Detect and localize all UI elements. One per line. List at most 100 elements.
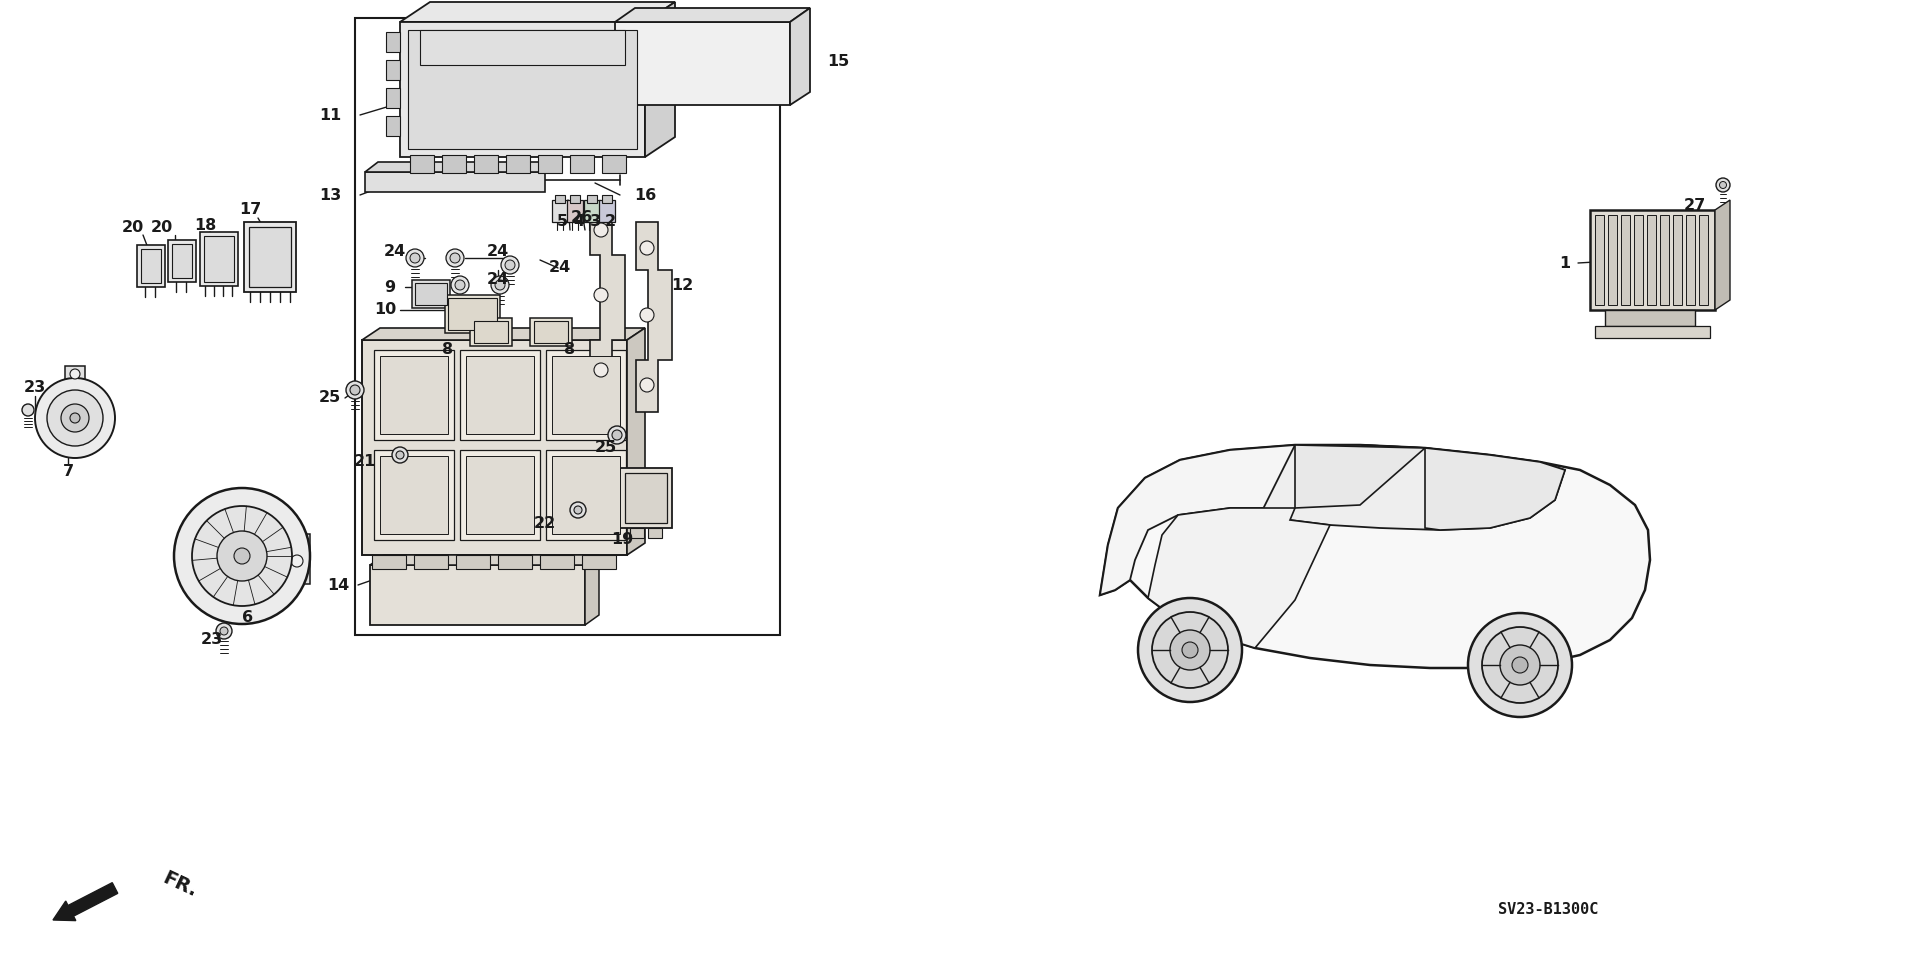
Bar (1596, 215, 1603, 305)
Bar (1620, 215, 1630, 305)
Bar (374, 450, 453, 540)
Circle shape (346, 381, 365, 399)
Polygon shape (586, 555, 599, 625)
Polygon shape (284, 534, 309, 584)
Bar (530, 318, 572, 346)
Bar (169, 240, 196, 282)
Circle shape (501, 256, 518, 274)
Bar (445, 295, 499, 333)
Bar (415, 555, 447, 569)
Bar (497, 555, 532, 569)
Circle shape (495, 280, 505, 290)
Bar (545, 350, 626, 440)
Circle shape (492, 276, 509, 294)
Polygon shape (1294, 445, 1425, 508)
Circle shape (612, 430, 622, 440)
Bar (553, 356, 620, 434)
Bar (467, 356, 534, 434)
Bar (1609, 215, 1617, 305)
Polygon shape (789, 8, 810, 105)
Circle shape (234, 548, 250, 564)
Bar (599, 200, 614, 222)
Polygon shape (1425, 448, 1565, 530)
Polygon shape (365, 172, 545, 192)
Text: 8: 8 (442, 342, 453, 358)
Circle shape (349, 385, 361, 395)
Text: 24: 24 (549, 261, 570, 275)
Bar (371, 565, 586, 625)
Bar (566, 200, 584, 222)
Polygon shape (371, 555, 599, 565)
Bar (1605, 310, 1695, 326)
Circle shape (405, 249, 424, 267)
Bar (467, 456, 534, 534)
Text: 6: 6 (242, 611, 253, 625)
Polygon shape (1100, 445, 1649, 668)
Circle shape (69, 369, 81, 379)
Polygon shape (1260, 445, 1565, 530)
Bar (386, 116, 399, 136)
Bar (1661, 215, 1668, 305)
Polygon shape (645, 2, 676, 157)
Text: 24: 24 (488, 245, 509, 260)
Bar (407, 30, 637, 149)
Circle shape (449, 253, 461, 263)
Polygon shape (363, 328, 645, 340)
Text: FR.: FR. (159, 869, 202, 901)
Bar (457, 555, 490, 569)
Bar (540, 555, 574, 569)
Circle shape (445, 249, 465, 267)
Bar (355, 18, 780, 635)
Bar (534, 321, 568, 343)
Bar (413, 280, 449, 308)
Text: 18: 18 (194, 218, 217, 232)
Text: 23: 23 (23, 381, 46, 395)
Bar (420, 30, 626, 65)
Bar (582, 555, 616, 569)
Bar (250, 227, 292, 287)
Circle shape (192, 506, 292, 606)
Polygon shape (1100, 445, 1425, 595)
Circle shape (505, 260, 515, 270)
Circle shape (61, 404, 88, 432)
FancyArrow shape (54, 882, 117, 921)
Circle shape (396, 451, 403, 459)
Bar (173, 244, 192, 278)
Text: 7: 7 (63, 464, 73, 480)
Text: SV23-B1300C: SV23-B1300C (1498, 902, 1597, 918)
Bar (374, 350, 453, 440)
Polygon shape (614, 22, 789, 105)
Bar (570, 155, 593, 173)
Circle shape (639, 378, 655, 392)
Circle shape (411, 253, 420, 263)
Circle shape (1513, 657, 1528, 673)
Bar (630, 528, 643, 538)
Bar (588, 195, 597, 203)
Circle shape (215, 623, 232, 639)
Text: 12: 12 (670, 277, 693, 292)
Circle shape (593, 288, 609, 302)
Bar (553, 456, 620, 534)
Bar (507, 155, 530, 173)
Circle shape (570, 502, 586, 518)
Text: 27: 27 (1684, 198, 1707, 213)
Bar (244, 222, 296, 292)
Circle shape (593, 223, 609, 237)
Bar (386, 32, 399, 52)
Circle shape (455, 280, 465, 290)
Bar (461, 450, 540, 540)
Circle shape (639, 308, 655, 322)
Text: 9: 9 (384, 279, 396, 294)
Text: 16: 16 (634, 188, 657, 202)
Bar (1590, 210, 1715, 310)
Text: 22: 22 (534, 516, 557, 530)
Circle shape (175, 488, 309, 624)
Circle shape (392, 447, 407, 463)
Text: 5: 5 (557, 215, 568, 229)
Polygon shape (628, 328, 645, 555)
Circle shape (609, 426, 626, 444)
Text: 25: 25 (319, 390, 342, 406)
Bar (447, 298, 497, 330)
Text: 26: 26 (570, 210, 593, 225)
Circle shape (593, 363, 609, 377)
